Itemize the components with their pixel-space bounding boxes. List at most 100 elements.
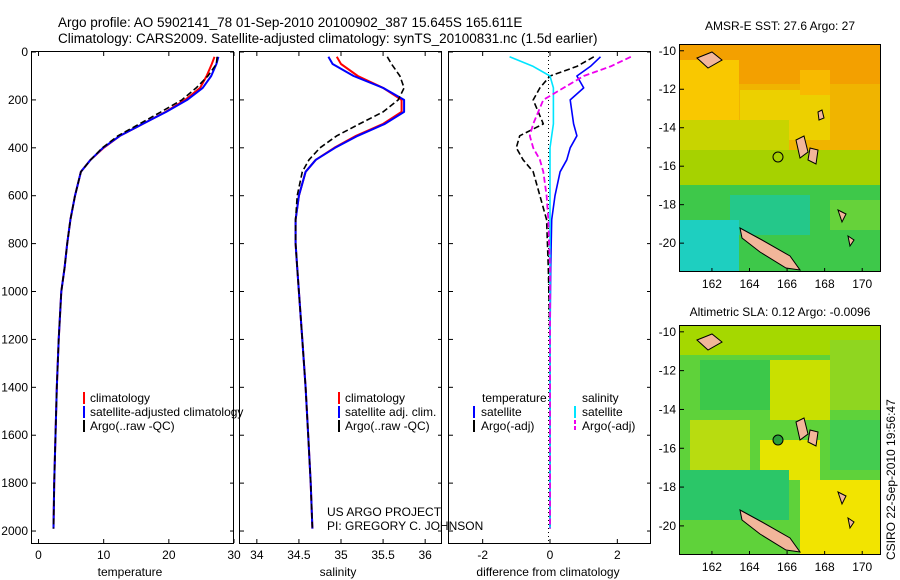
map0-ytick-label-3: -16: [659, 159, 677, 173]
map1-xtick-label-3: 168: [815, 560, 835, 574]
map0-ytick-label-4: -18: [659, 198, 677, 212]
panel2-xtick-label-1: 0: [547, 548, 554, 562]
depth-ytick-label-7: 1400: [1, 380, 28, 394]
map1-ytick-label-2: -14: [659, 402, 677, 416]
diff-legend-t-sat: satellite: [481, 405, 522, 419]
temperature-xlabel: temperature: [98, 565, 163, 579]
salinity-lines: [294, 56, 406, 529]
temperature-panel-frame: [31, 51, 234, 544]
panel2-xtick-label-2: 2: [614, 548, 621, 562]
salinity-xlabel: salinity: [320, 565, 357, 579]
diff-legend-s-sat: satellite: [582, 405, 623, 419]
depth-ytick-label-1: 200: [8, 93, 28, 107]
sst-island-c: [807, 147, 819, 165]
map0-xtick-label-2: 166: [777, 277, 797, 291]
sla-map-frame: [679, 325, 881, 555]
panel1-series-satellite-adj-clim-: [294, 56, 406, 529]
salinity-legend: climatology satellite adj. clim. Argo(..…: [338, 391, 436, 433]
depth-ytick-label-10: 2000: [1, 524, 28, 538]
sst-island-a: [696, 51, 723, 69]
sst-map-title: AMSR-E SST: 27.6 Argo: 27: [705, 19, 855, 33]
map1-xtick-label-1: 164: [739, 560, 759, 574]
panel0-series-argo-raw-qc-: [52, 56, 218, 529]
figure-title-line2: Climatology: CARS2009. Satellite-adjuste…: [58, 31, 598, 46]
depth-ytick-label-2: 400: [8, 141, 28, 155]
sst-island-f: [847, 234, 855, 248]
depth-ytick-label-4: 800: [8, 237, 28, 251]
sst-map-land: [696, 51, 855, 271]
sla-map-land: [696, 333, 855, 553]
temperature-legend: climatology satellite-adjusted climatolo…: [83, 391, 243, 433]
panel2-series-salinity-argo-adj-: [528, 55, 632, 529]
diff-legend-s-argo: Argo(-adj): [582, 419, 635, 433]
salinity-axes: 34 34.5 35 35.5 36: [240, 51, 442, 562]
temperature-axes: 0 10 20 30 0 200 400 600 800 1000 1200 1400 1600 1800…: [1, 45, 241, 562]
difference-axes: -2 0 2: [449, 51, 651, 562]
sst-island-g: [817, 109, 825, 121]
panel0-xtick-label-2: 20: [162, 548, 176, 562]
difference-lines: [509, 55, 632, 529]
temp-legend-argo: Argo(..raw -QC): [90, 419, 175, 433]
sst-map-axes: 162 164 166 168 170 -10 -12 -14 -16 -18 -20: [659, 44, 873, 291]
sal-legend-sat: satellite adj. clim.: [345, 405, 436, 419]
panel1-series-climatology: [294, 56, 403, 529]
panel1-xtick-label-0: 34: [250, 548, 264, 562]
panel1-xtick-label-1: 34.5: [287, 548, 311, 562]
credit-line2: PI: GREGORY C. JOHNSON: [327, 519, 483, 533]
sla-island-f: [847, 516, 855, 530]
sst-island-d: [739, 227, 802, 271]
salinity-panel-frame: [239, 51, 442, 544]
difference-xlabel: difference from climatology: [476, 565, 619, 579]
panel2-series-temperature-argo-adj-: [515, 56, 595, 529]
map0-ytick-label-0: -10: [659, 44, 677, 58]
sla-argo-position-marker: [772, 434, 784, 446]
panel0-xtick-label-0: 0: [35, 548, 42, 562]
map0-ytick-label-1: -12: [659, 82, 677, 96]
diff-legend-t-argo: Argo(-adj): [481, 419, 534, 433]
panel2-xtick-label-0: -2: [477, 548, 488, 562]
sla-island-d: [739, 509, 802, 553]
sal-legend-clim: climatology: [345, 391, 405, 405]
map0-xtick-label-0: 162: [702, 277, 722, 291]
map0-ytick-label-5: -20: [659, 236, 677, 250]
map0-xtick-label-3: 168: [815, 277, 835, 291]
credit-line1: US ARGO PROJECT: [327, 505, 442, 519]
difference-panel-frame: [448, 51, 651, 544]
sst-island-e: [837, 209, 847, 224]
map1-ytick-label-4: -18: [659, 480, 677, 494]
map1-ytick-label-0: -10: [659, 325, 677, 339]
map1-ytick-label-5: -20: [659, 519, 677, 533]
difference-legend: temperature satellite Argo(-adj) salinit…: [473, 391, 635, 433]
sla-island-b: [795, 417, 809, 441]
panel1-xtick-label-3: 35.5: [371, 548, 395, 562]
sst-island-b: [795, 135, 809, 159]
sla-island-a: [696, 333, 723, 351]
map0-ytick-label-2: -14: [659, 121, 677, 135]
temp-legend-clim: climatology: [90, 391, 150, 405]
panel0-xtick-label-3: 30: [227, 548, 241, 562]
diff-legend-salinity-header: salinity: [582, 391, 619, 405]
panel1-xtick-label-4: 36: [418, 548, 432, 562]
sla-map-field: [679, 325, 881, 555]
map1-xtick-label-0: 162: [702, 560, 722, 574]
panel0-xtick-label-1: 10: [97, 548, 111, 562]
panel2-series-temperature-satellite: [549, 56, 602, 529]
panel1-xtick-label-2: 35: [334, 548, 348, 562]
sla-map-title: Altimetric SLA: 0.12 Argo: -0.0096: [690, 305, 871, 319]
sst-map-field: [679, 44, 881, 272]
map0-xtick-label-4: 170: [852, 277, 872, 291]
map1-xtick-label-4: 170: [852, 560, 872, 574]
side-timestamp: CSIRO 22-Sep-2010 19:56:47: [884, 399, 898, 560]
map1-ytick-label-1: -12: [659, 364, 677, 378]
diff-legend-temperature-header: temperature: [482, 391, 547, 405]
panel0-series-satellite-adjusted-climatology: [52, 56, 220, 529]
depth-ytick-label-3: 600: [8, 189, 28, 203]
map1-xtick-label-2: 166: [777, 560, 797, 574]
sst-map-frame: [679, 44, 881, 272]
temperature-lines: [52, 56, 220, 529]
depth-ytick-label-5: 1000: [1, 285, 28, 299]
sal-legend-argo: Argo(..raw -QC): [345, 419, 430, 433]
map1-ytick-label-3: -16: [659, 441, 677, 455]
panel1-series-argo-raw-qc-: [294, 56, 405, 529]
